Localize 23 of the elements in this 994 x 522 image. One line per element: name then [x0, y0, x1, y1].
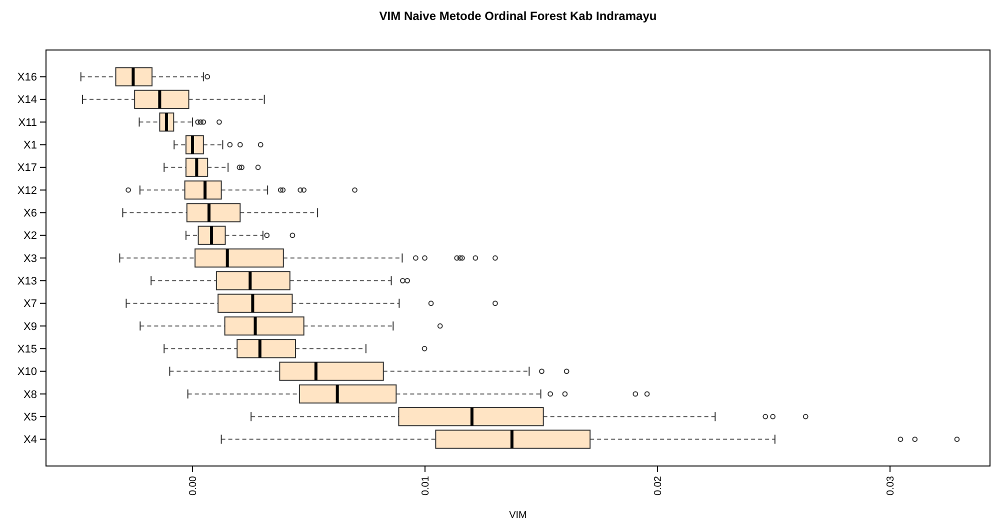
x-tick-label: 0.03: [886, 476, 897, 496]
y-tick-label: X16: [17, 72, 37, 84]
x-tick-label: 0.01: [420, 476, 432, 496]
y-tick-label: X12: [17, 184, 37, 197]
y-tick-label: X5: [24, 411, 37, 424]
y-tick-label: X8: [24, 388, 37, 401]
x-tick-label: 0.02: [653, 476, 664, 496]
y-tick-label: X14: [17, 94, 37, 106]
y-tick-label: X1: [24, 140, 37, 152]
y-tick-label: X11: [18, 116, 37, 129]
chart-title: VIM Naive Metode Ordinal Forest Kab Indramayu: [379, 9, 657, 23]
y-tick-label: X3: [24, 252, 37, 265]
y-tick-label: X7: [24, 298, 37, 310]
x-tick-label: 0.00: [188, 476, 199, 496]
y-tick-label: X6: [24, 208, 37, 220]
y-tick-label: X9: [24, 320, 37, 333]
y-tick-label: X17: [17, 162, 37, 174]
y-tick-label: X2: [24, 230, 37, 242]
y-tick-label: X4: [24, 434, 37, 446]
y-tick-label: X13: [17, 276, 37, 288]
y-tick-label: X15: [17, 343, 37, 356]
x-axis-title: VIM: [509, 510, 527, 521]
y-tick-label: X10: [17, 366, 37, 378]
